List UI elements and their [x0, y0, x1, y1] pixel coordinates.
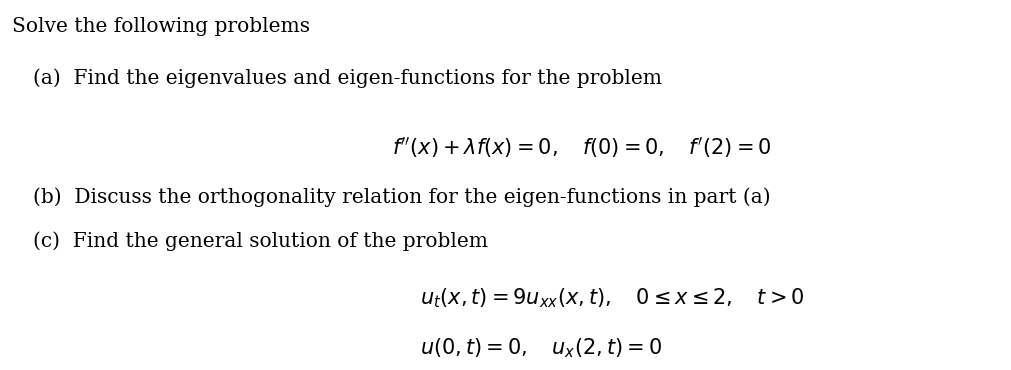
Text: (b)  Discuss the orthogonality relation for the eigen-functions in part (a): (b) Discuss the orthogonality relation f…: [33, 187, 770, 206]
Text: Solve the following problems: Solve the following problems: [12, 17, 309, 36]
Text: (c)  Find the general solution of the problem: (c) Find the general solution of the pro…: [33, 231, 488, 251]
Text: (a)  Find the eigenvalues and eigen-functions for the problem: (a) Find the eigenvalues and eigen-funct…: [33, 68, 662, 88]
Text: $f^{\prime\prime}(x) + \lambda f(x) = 0, \quad f(0) = 0, \quad f^{\prime}(2) = 0: $f^{\prime\prime}(x) + \lambda f(x) = 0,…: [392, 135, 770, 160]
Text: $u_t(x, t) =9u_{xx}(x, t), \quad 0 \leq x \leq 2, \quad t > 0$: $u_t(x, t) =9u_{xx}(x, t), \quad 0 \leq …: [420, 287, 804, 310]
Text: $u(0, t) =0, \quad u_x(2, t) = 0$: $u(0, t) =0, \quad u_x(2, t) = 0$: [420, 337, 662, 360]
